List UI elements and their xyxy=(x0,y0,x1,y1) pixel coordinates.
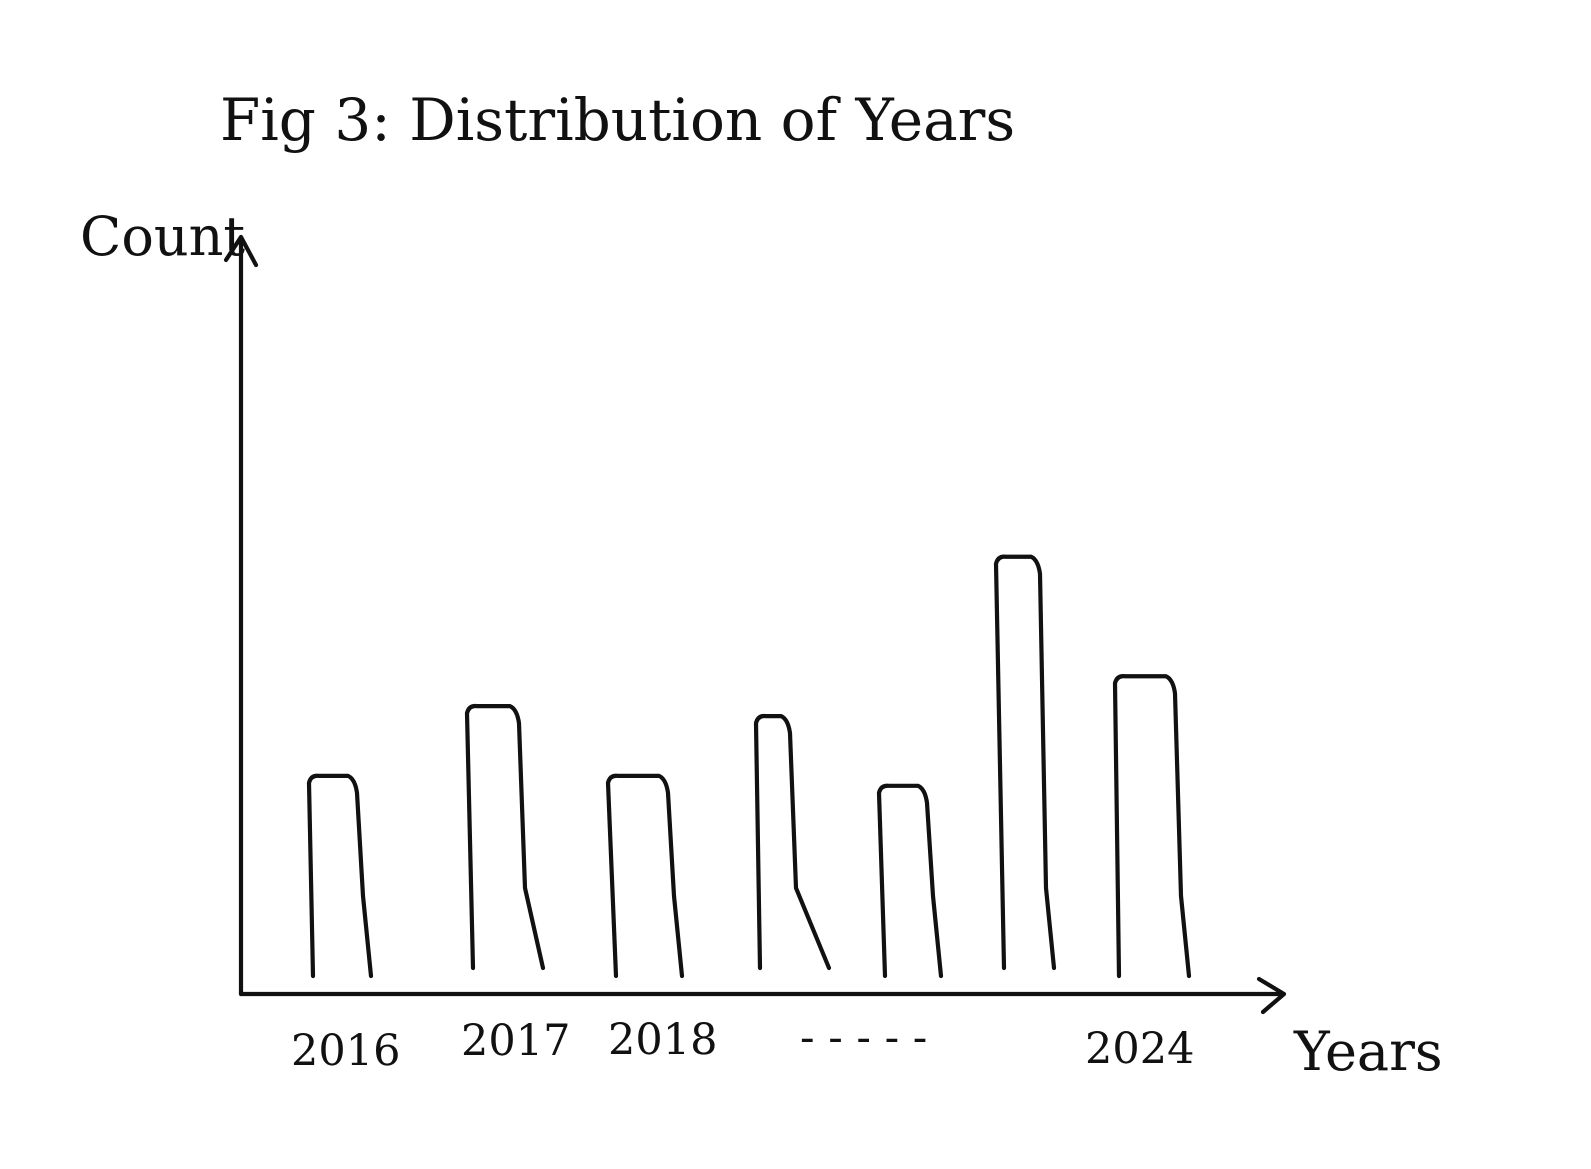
x-tick-label-ellipsis: - - - - - xyxy=(800,1013,927,1063)
x-tick-labels: 2016 2017 2018 - - - - - 2024 xyxy=(291,1013,1194,1076)
x-tick-label-2018: 2018 xyxy=(608,1015,717,1065)
bar-unlabeled-3 xyxy=(993,554,1057,971)
y-axis-label: Count xyxy=(80,205,245,268)
chart-title-group: Fig 3: Distribution of Years xyxy=(220,86,1015,154)
axes xyxy=(223,234,1287,1015)
chart-title: Fig 3: Distribution of Years xyxy=(220,86,1015,154)
x-axis xyxy=(238,976,1287,1015)
bar-2024 xyxy=(1112,674,1192,979)
x-tick-label-2016: 2016 xyxy=(291,1026,400,1076)
bar-2017 xyxy=(464,703,546,971)
bar-2016 xyxy=(306,773,374,979)
x-tick-label-2017: 2017 xyxy=(461,1016,570,1066)
x-axis-label: Years xyxy=(1293,1020,1443,1083)
bars-group xyxy=(306,554,1192,979)
bar-unlabeled-2 xyxy=(876,783,944,979)
y-axis xyxy=(223,234,259,997)
x-tick-label-2024: 2024 xyxy=(1085,1024,1194,1074)
bar-2018 xyxy=(753,713,832,971)
bar-unlabeled-1 xyxy=(605,773,685,979)
